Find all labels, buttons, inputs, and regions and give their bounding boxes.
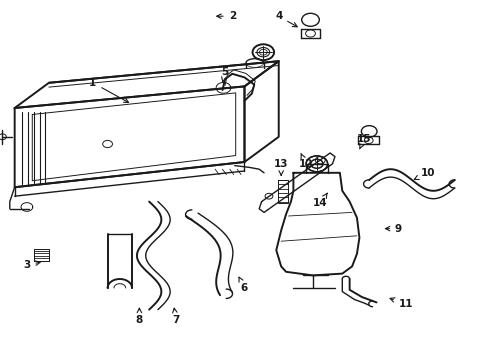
Text: 7: 7 — [172, 308, 180, 325]
Text: 15: 15 — [356, 134, 371, 149]
Text: 6: 6 — [239, 277, 247, 293]
Text: 11: 11 — [389, 298, 412, 309]
Text: 9: 9 — [385, 224, 401, 234]
Text: 1: 1 — [89, 78, 128, 103]
Text: 4: 4 — [274, 11, 297, 27]
Text: 3: 3 — [23, 260, 40, 270]
Text: 5: 5 — [221, 67, 228, 82]
Text: 8: 8 — [136, 308, 142, 325]
Text: 10: 10 — [413, 168, 434, 180]
Text: 13: 13 — [273, 159, 288, 175]
Text: 14: 14 — [312, 193, 327, 208]
Text: 12: 12 — [298, 153, 312, 169]
Text: 2: 2 — [216, 11, 235, 21]
